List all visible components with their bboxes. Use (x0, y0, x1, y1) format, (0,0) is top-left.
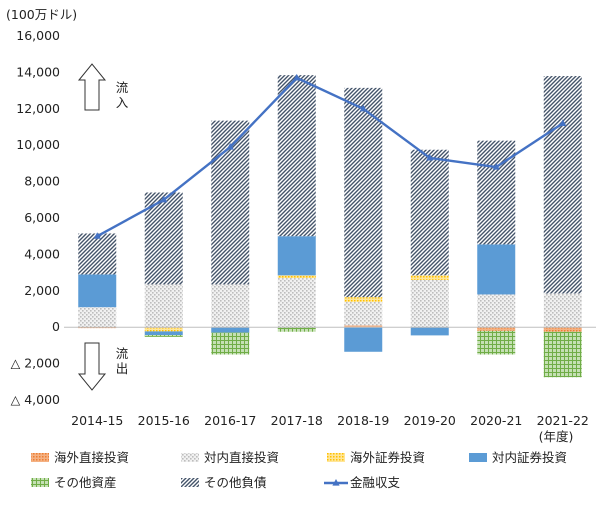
y-tick-label: 10,000 (16, 137, 60, 152)
bar-segment (477, 330, 516, 355)
bar-segment (211, 332, 250, 355)
bar-segment (144, 284, 183, 328)
inflow-label: 流入 (116, 80, 129, 110)
y-tick-label: 6,000 (24, 210, 60, 225)
legend-marker (332, 479, 340, 486)
bar-segment (344, 87, 383, 298)
line-point (426, 153, 434, 161)
legend-label: 対内証券投資 (492, 450, 567, 465)
legend-label: その他負債 (204, 475, 267, 490)
legend-swatch (31, 478, 49, 487)
bar-segment (78, 233, 117, 275)
bar-segment (543, 76, 582, 294)
y-tick-label: △ 4,000 (11, 392, 60, 407)
bar-segment (410, 275, 449, 280)
line-point (160, 195, 168, 203)
bar-segment (277, 278, 316, 328)
bar-segment (344, 301, 383, 326)
bar-segment (410, 327, 449, 336)
line-point (559, 119, 567, 126)
legend-swatch (31, 453, 49, 462)
outflow-label: 流出 (116, 346, 129, 376)
legend-label: その他資産 (54, 475, 117, 490)
bar-segment (344, 297, 383, 302)
bar-segment (543, 331, 582, 378)
bar-segment (344, 325, 383, 328)
bar-segment (410, 279, 449, 328)
line-series (96, 76, 564, 238)
line-point (359, 104, 367, 112)
bar-segment (277, 236, 316, 276)
bar-segment (477, 294, 516, 328)
bar-segment (344, 327, 383, 352)
line-layer (93, 73, 567, 239)
bar-segment (144, 331, 183, 336)
bar-segment (543, 293, 582, 328)
line-point (293, 73, 301, 81)
legend-label: 海外直接投資 (54, 450, 129, 465)
bar-segment (477, 244, 516, 295)
outflow-arrow-icon (77, 342, 107, 391)
bar-segment (477, 327, 516, 331)
y-tick-label: 8,000 (24, 174, 60, 189)
x-tick-label: 2018-19 (337, 413, 389, 428)
x-unit-label: (年度) (539, 429, 574, 444)
legend-label: 海外証券投資 (350, 450, 425, 465)
y-unit-label: (100万ドル) (6, 7, 77, 22)
bar-segment (211, 327, 250, 333)
legend-swatch (181, 478, 199, 487)
inflow-arrow-icon (77, 63, 107, 111)
x-tick-label: 2017-18 (271, 413, 323, 428)
x-tick-label: 2021-22 (537, 413, 589, 428)
line-point (93, 232, 101, 239)
y-tick-label: 14,000 (16, 64, 60, 79)
bar-segment (410, 149, 449, 276)
line-point (492, 163, 500, 170)
bar-segment (144, 335, 183, 337)
y-tick-label: 0 (52, 319, 60, 334)
x-tick-label: 2016-17 (204, 413, 256, 428)
legend-label: 対内直接投資 (204, 450, 279, 465)
x-tick-label: 2014-15 (71, 413, 123, 428)
inflow-indicator: 流入 (77, 63, 129, 111)
bars-layer (78, 75, 582, 378)
legend-swatch (327, 453, 345, 462)
x-tick-label: 2015-16 (138, 413, 190, 428)
bar-segment (144, 327, 183, 332)
bar-segment (277, 327, 316, 332)
bar-segment (78, 307, 117, 328)
line-point (226, 143, 234, 150)
axes-layer: 16,000 14,000 12,000 10,000 8,000 6,000 4,000 2… (11, 28, 596, 428)
legend-swatch (181, 453, 199, 462)
bar-segment (211, 284, 250, 328)
x-tick-label: 2019-20 (404, 413, 456, 428)
legend-label: 金融収支 (350, 475, 401, 490)
legend-swatch (469, 453, 487, 462)
y-tick-label: 4,000 (24, 246, 60, 261)
bar-segment (277, 75, 316, 237)
y-tick-label: 12,000 (16, 101, 60, 116)
x-tick-label: 2020-21 (470, 413, 522, 428)
bar-segment (78, 274, 117, 308)
bar-segment (277, 275, 316, 279)
y-tick-label: 16,000 (16, 28, 60, 43)
bar-segment (543, 327, 582, 332)
outflow-indicator: 流出 (77, 342, 129, 391)
y-tick-label: △ 2,000 (11, 356, 60, 371)
y-tick-label: 2,000 (24, 283, 60, 298)
bar-segment (477, 140, 516, 245)
